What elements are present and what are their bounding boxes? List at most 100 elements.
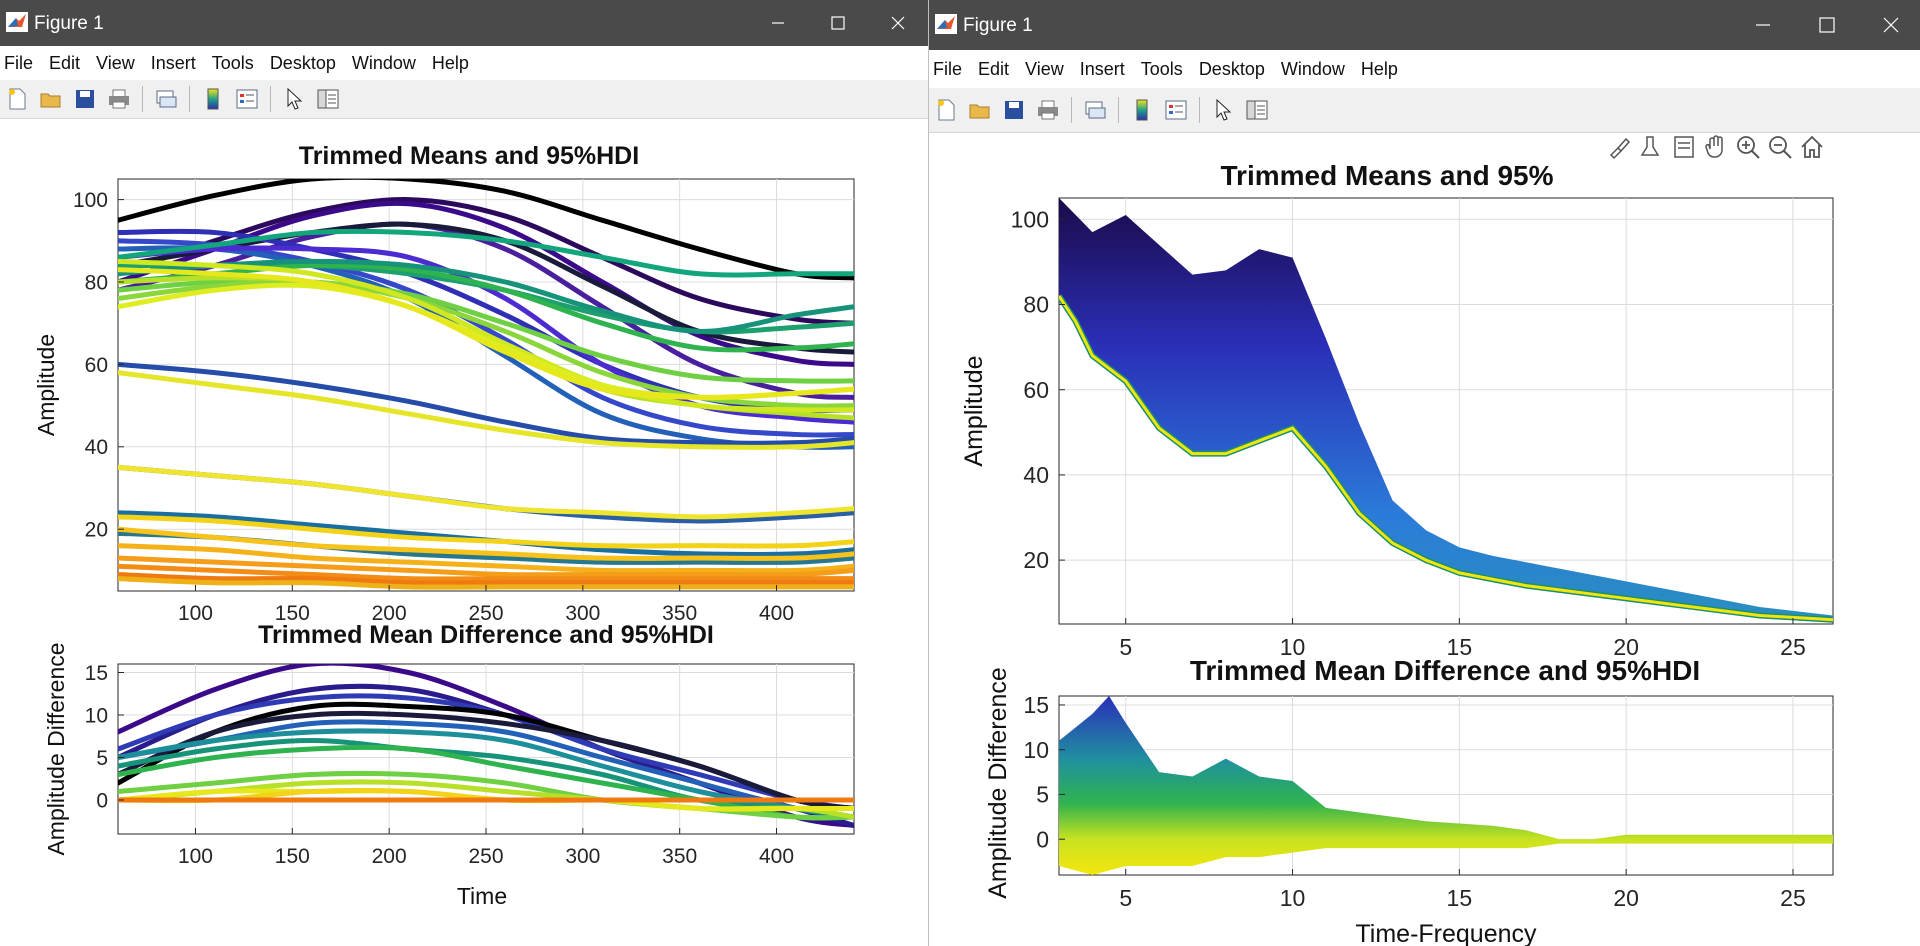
menu-desktop[interactable]: Desktop (1198, 58, 1265, 79)
save-button[interactable] (71, 85, 99, 113)
close-button[interactable] (1861, 0, 1920, 50)
axes-title: Trimmed Mean Difference and 95%HDI (258, 621, 714, 649)
x-tick-label: 300 (565, 845, 600, 868)
close-button[interactable] (868, 0, 928, 46)
edit-plot-button[interactable] (280, 85, 308, 113)
series-line (118, 737, 854, 820)
axes-bottom[interactable]: Trimmed Mean Difference and 95%HDI 5 10 15… (984, 655, 1834, 946)
maximize-icon (831, 16, 845, 30)
save-button[interactable] (1000, 96, 1028, 124)
zoom-in-icon[interactable] (1734, 133, 1762, 161)
brush-icon[interactable] (1606, 133, 1634, 161)
legend-button[interactable] (233, 85, 261, 113)
maximize-icon (1819, 17, 1835, 33)
series-line (118, 258, 854, 413)
menu-insert[interactable]: Insert (150, 52, 196, 73)
menu-desktop[interactable]: Desktop (269, 52, 336, 73)
menu-tools[interactable]: Tools (211, 52, 254, 73)
series-line (118, 563, 854, 582)
menu-insert[interactable]: Insert (1079, 58, 1125, 79)
menu-file[interactable]: File (4, 52, 34, 73)
colorbar-button[interactable] (1128, 96, 1156, 124)
print-button[interactable] (105, 85, 133, 113)
new-figure-button[interactable] (3, 85, 31, 113)
datatip-list-icon[interactable] (1670, 133, 1698, 161)
link-plot-button[interactable] (152, 85, 180, 113)
y-axis-label: Amplitude Difference (43, 642, 69, 855)
menu-view[interactable]: View (1025, 58, 1064, 79)
hdi-area (1059, 198, 1833, 620)
menu-window[interactable]: Window (351, 52, 416, 73)
zoom-out-icon[interactable] (1766, 133, 1794, 161)
maximize-button[interactable] (1797, 0, 1857, 50)
x-ticks: 5 10 15 20 25 (1119, 618, 1806, 660)
save-icon (1005, 101, 1023, 119)
menu-edit[interactable]: Edit (978, 58, 1010, 79)
print-icon (1038, 100, 1058, 120)
y-tick-label: 40 (85, 436, 108, 459)
x-tick-label: 5 (1119, 885, 1132, 911)
x-tick-label: 300 (565, 602, 600, 625)
x-tick-label: 250 (468, 845, 503, 868)
figure-canvas: Trimmed Means and 95% 5 10 15 20 25 20 40 60 80… (929, 133, 1920, 946)
window-title: Figure 1 (963, 15, 1033, 36)
toolbar-separator (270, 86, 271, 112)
trimmed-mean-line (1059, 295, 1833, 622)
colorbar-button[interactable] (199, 85, 227, 113)
open-folder-icon (40, 93, 61, 108)
y-tick-label: 10 (1023, 737, 1049, 763)
link-plot-button[interactable] (1081, 96, 1109, 124)
series-line (118, 576, 854, 590)
new-figure-button[interactable] (932, 96, 960, 124)
open-file-button[interactable] (966, 96, 994, 124)
legend-icon (1165, 100, 1187, 120)
print-button[interactable] (1034, 96, 1062, 124)
axes-top[interactable]: Trimmed Means and 95% 5 10 15 20 25 20 40 60 80… (960, 160, 1834, 660)
menu-tools[interactable]: Tools (1140, 58, 1183, 79)
data-tips-icon[interactable] (1638, 133, 1666, 161)
series-line (118, 555, 854, 578)
open-file-button[interactable] (37, 85, 65, 113)
axes-title: Trimmed Means and 95%HDI (299, 142, 639, 170)
x-tick-label: 15 (1447, 885, 1473, 911)
pointer-icon (287, 88, 303, 110)
toolbar-separator (1199, 97, 1200, 123)
matlab-icon (6, 12, 28, 32)
y-tick-label: 20 (85, 519, 108, 542)
figure-canvas: Trimmed Means and 95%HDI 100 150 200 250 300… (0, 119, 928, 946)
x-tick-label: 250 (468, 602, 503, 625)
menu-file[interactable]: File (933, 58, 963, 79)
axes-title: Trimmed Means and 95% (1220, 160, 1553, 191)
pan-icon[interactable] (1702, 133, 1730, 161)
edit-plot-button[interactable] (1209, 96, 1237, 124)
x-tick-label: 10 (1280, 885, 1306, 911)
title-bar[interactable]: Figure 1 (0, 0, 928, 46)
x-tick-label: 200 (372, 602, 407, 625)
minimize-button[interactable] (1733, 0, 1793, 50)
y-ticks: 0 5 10 15 (85, 662, 124, 812)
x-tick-label: 20 (1613, 634, 1639, 660)
x-tick-label: 15 (1447, 634, 1473, 660)
link-plot-icon (156, 90, 177, 108)
axes-top[interactable]: Trimmed Means and 95%HDI 100 150 200 250 300… (33, 142, 855, 625)
menu-help[interactable]: Help (1360, 58, 1398, 79)
menu-edit[interactable]: Edit (49, 52, 81, 73)
y-tick-label: 60 (1023, 377, 1049, 403)
property-editor-button[interactable] (1243, 96, 1271, 124)
axes-bottom[interactable]: Trimmed Mean Difference and 95%HDI 100 15… (43, 621, 855, 909)
title-bar[interactable]: Figure 1 (929, 0, 1920, 50)
menu-bar: File Edit View Insert Tools Desktop Wind… (0, 46, 928, 80)
home-icon[interactable] (1798, 133, 1826, 161)
plot-lines (118, 664, 854, 828)
property-editor-button[interactable] (314, 85, 342, 113)
legend-button[interactable] (1162, 96, 1190, 124)
y-tick-label: 15 (1023, 692, 1049, 718)
y-axis-label: Amplitude (960, 355, 988, 466)
maximize-button[interactable] (808, 0, 868, 46)
series-line (118, 258, 854, 334)
y-tick-label: 20 (1023, 547, 1049, 573)
menu-view[interactable]: View (96, 52, 135, 73)
menu-help[interactable]: Help (431, 52, 469, 73)
menu-window[interactable]: Window (1280, 58, 1345, 79)
minimize-button[interactable] (748, 0, 808, 46)
